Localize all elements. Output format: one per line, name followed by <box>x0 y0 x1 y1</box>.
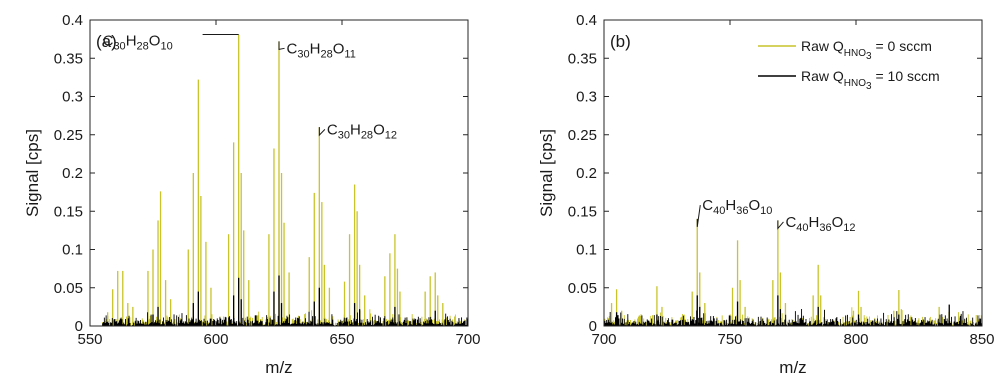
formula-element: C <box>702 197 713 214</box>
formula-label: C30H28O11 <box>287 40 356 60</box>
series-hno3_0 <box>604 218 982 326</box>
y-tick-label: 0.25 <box>568 127 597 144</box>
legend-text-suffix: = 0 sccm <box>872 38 932 54</box>
formula-subscript: 36 <box>736 205 748 217</box>
legend-subscript: HNO <box>844 48 866 59</box>
formula-subscript: 40 <box>713 205 725 217</box>
panel-label: (b) <box>610 32 631 51</box>
formula-element: C <box>103 33 114 50</box>
y-tick-label: 0.35 <box>568 50 597 67</box>
y-tick-label: 0 <box>75 318 83 335</box>
formula-subscript: 36 <box>819 222 831 234</box>
y-tick-label: 0.2 <box>576 165 597 182</box>
series-hno3_10 <box>604 295 982 326</box>
legend-text-suffix: = 10 sccm <box>872 68 940 84</box>
y-tick-label: 0.3 <box>62 89 83 106</box>
formula-subscript: 12 <box>385 129 397 141</box>
legend-text-prefix: Raw Q <box>801 38 844 54</box>
chart-panel-1: 0 0.05 0.1 0.15 0.2 0.25 0.3 0.35 0.4 700 750 800 85… <box>537 12 995 377</box>
formula-subscript: 30 <box>338 129 350 141</box>
series-hno3_10-noise <box>604 308 982 326</box>
peak-annotation: C30H28O10 <box>103 33 239 53</box>
formula-element: H <box>126 33 137 50</box>
y-tick-label: 0.2 <box>62 165 83 182</box>
y-tick-label: 0.1 <box>576 242 597 259</box>
formula-element: O <box>333 40 345 57</box>
panel-label: (a) <box>96 32 117 51</box>
formula-element: C <box>785 214 796 231</box>
formula-element: O <box>149 33 161 50</box>
formula-subscript: 28 <box>320 48 332 60</box>
formula-label: C40H36O12 <box>785 214 855 234</box>
annotation-leader-line <box>278 41 285 51</box>
x-tick-label: 650 <box>329 331 354 348</box>
annotation-leader-line <box>696 205 701 227</box>
legend-subscript: HNO <box>844 78 866 89</box>
y-axis-label: Signal [cps] <box>537 129 556 217</box>
formula-subscript: 30 <box>297 48 309 60</box>
x-tick-label: 850 <box>969 331 994 348</box>
formula-element: H <box>725 197 736 214</box>
y-tick-label: 0.35 <box>54 50 83 67</box>
y-tick-label: 0.3 <box>576 89 597 106</box>
formula-label: C30H28O10 <box>103 33 173 53</box>
x-tick-label: 550 <box>77 331 102 348</box>
y-tick-label: 0 <box>589 318 597 335</box>
y-tick-label: 0.1 <box>62 242 83 259</box>
y-axis-label: Signal [cps] <box>23 129 42 217</box>
series-hno3_0 <box>102 34 468 326</box>
legend-subsubscript: 3 <box>866 51 872 62</box>
legend-text-prefix: Raw Q <box>801 68 844 84</box>
formula-element: C <box>327 121 338 138</box>
formula-element: H <box>310 40 321 57</box>
formula-element: O <box>748 197 760 214</box>
plot-area <box>604 218 982 326</box>
formula-subscript: 12 <box>843 222 855 234</box>
peak-annotation: C30H28O11 <box>278 40 356 60</box>
x-tick-label: 750 <box>717 331 742 348</box>
y-tick-label: 0.4 <box>62 12 83 29</box>
legend-entry-label: Raw QHNO3 = 0 sccm <box>801 38 932 62</box>
formula-subscript: 28 <box>361 129 373 141</box>
y-tick-label: 0.25 <box>54 127 83 144</box>
formula-label: C30H28O12 <box>327 121 397 141</box>
formula-subscript: 10 <box>160 41 172 53</box>
formula-label: C40H36O10 <box>702 197 772 217</box>
legend-subsubscript: 3 <box>866 81 872 92</box>
formula-subscript: 10 <box>760 205 772 217</box>
series-hno3_10-noise <box>102 311 468 326</box>
formula-subscript: 40 <box>796 222 808 234</box>
x-tick-label: 600 <box>203 331 228 348</box>
formula-element: O <box>832 214 844 231</box>
formula-subscript: 11 <box>344 48 355 60</box>
x-axis-label: m/z <box>779 358 806 377</box>
annotation-leader-line <box>777 220 784 230</box>
x-tick-label: 700 <box>455 331 480 348</box>
y-tick-label: 0.4 <box>576 12 597 29</box>
formula-subscript: 30 <box>113 41 125 53</box>
annotation-leader-line <box>318 127 326 137</box>
legend-entry-label: Raw QHNO3 = 10 sccm <box>801 68 940 92</box>
formula-element: O <box>373 121 385 138</box>
x-axis-label: m/z <box>265 358 292 377</box>
chart-panel-0: 0 0.05 0.1 0.15 0.2 0.25 0.3 0.35 0.4 550 600 650 70… <box>23 12 481 377</box>
y-tick-label: 0.15 <box>54 203 83 220</box>
peak-annotation: C40H36O12 <box>777 214 856 234</box>
y-tick-label: 0.05 <box>54 280 83 297</box>
axes-frame <box>603 19 983 327</box>
x-tick-label: 700 <box>591 331 616 348</box>
formula-subscript: 28 <box>137 41 149 53</box>
plot-area <box>102 34 468 326</box>
y-tick-label: 0.05 <box>568 280 597 297</box>
y-tick-label: 0.15 <box>568 203 597 220</box>
x-tick-label: 800 <box>843 331 868 348</box>
peak-annotation: C40H36O10 <box>696 197 772 227</box>
formula-element: H <box>350 121 361 138</box>
formula-element: H <box>809 214 820 231</box>
formula-element: C <box>287 40 298 57</box>
peak-annotation: C30H28O12 <box>318 121 397 141</box>
series-hno3_10 <box>102 275 468 326</box>
